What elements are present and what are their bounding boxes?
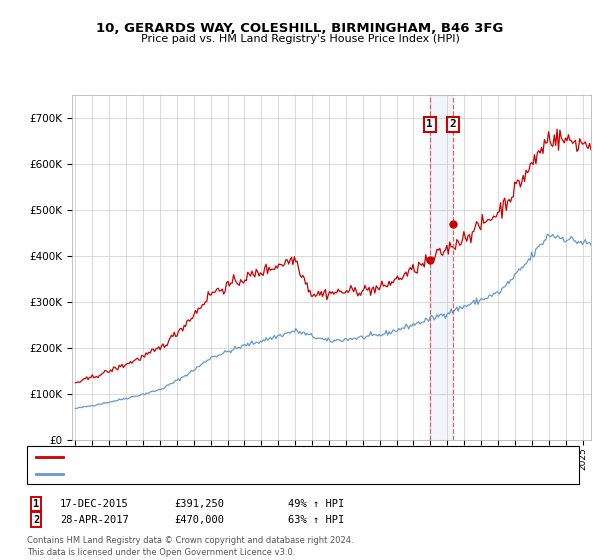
Text: 2: 2 (33, 515, 39, 525)
Text: 63% ↑ HPI: 63% ↑ HPI (288, 515, 344, 525)
Text: 10, GERARDS WAY, COLESHILL, BIRMINGHAM, B46 3FG (detached house): 10, GERARDS WAY, COLESHILL, BIRMINGHAM, … (66, 452, 424, 462)
Text: £470,000: £470,000 (174, 515, 224, 525)
Text: 17-DEC-2015: 17-DEC-2015 (60, 499, 129, 509)
Text: 28-APR-2017: 28-APR-2017 (60, 515, 129, 525)
Text: 1: 1 (33, 499, 39, 509)
Text: 49% ↑ HPI: 49% ↑ HPI (288, 499, 344, 509)
Text: £391,250: £391,250 (174, 499, 224, 509)
Text: Price paid vs. HM Land Registry's House Price Index (HPI): Price paid vs. HM Land Registry's House … (140, 34, 460, 44)
Text: Contains HM Land Registry data © Crown copyright and database right 2024.
This d: Contains HM Land Registry data © Crown c… (27, 536, 353, 557)
Text: HPI: Average price, detached house, North Warwickshire: HPI: Average price, detached house, Nort… (66, 469, 342, 479)
Bar (430, 95, 453, 440)
Text: 1: 1 (427, 119, 433, 129)
Text: 10, GERARDS WAY, COLESHILL, BIRMINGHAM, B46 3FG: 10, GERARDS WAY, COLESHILL, BIRMINGHAM, … (97, 22, 503, 35)
Text: 2: 2 (449, 119, 456, 129)
